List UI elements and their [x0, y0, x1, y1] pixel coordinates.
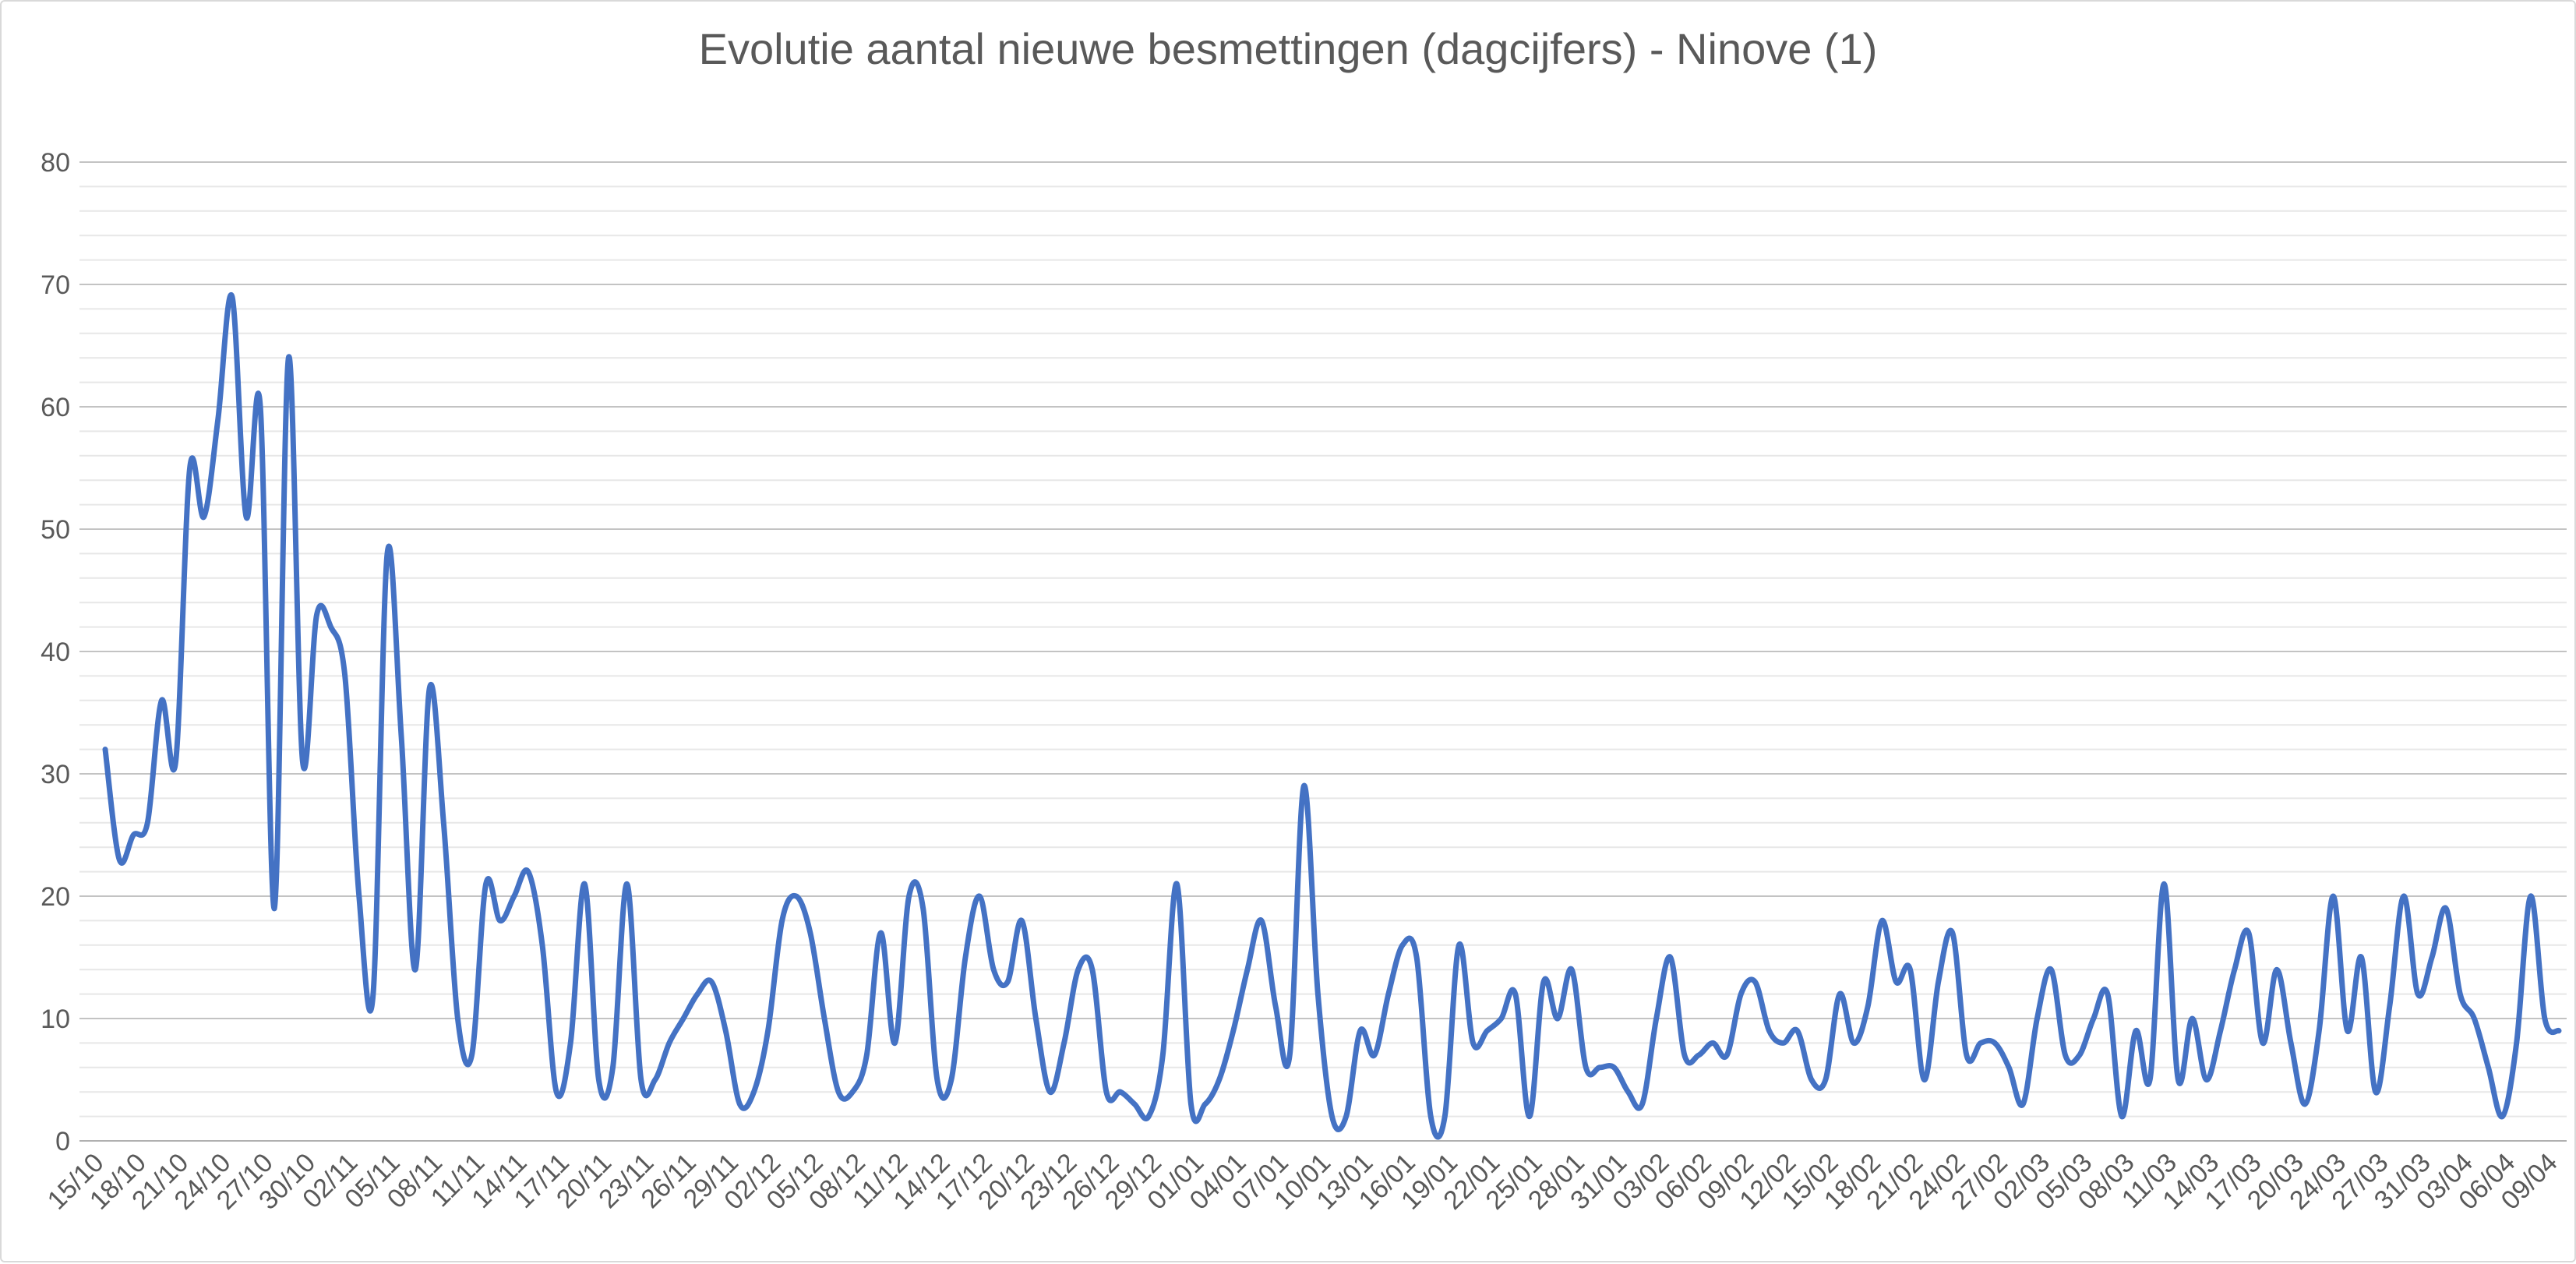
y-tick-label: 0 [55, 1127, 70, 1156]
y-tick-label: 10 [41, 1004, 70, 1034]
y-axis-labels: 0 10 20 30 40 50 60 70 80 [41, 148, 70, 1156]
y-tick-label: 30 [41, 760, 70, 789]
y-tick-label: 80 [41, 148, 70, 178]
y-tick-label: 60 [41, 393, 70, 422]
y-tick-label: 70 [41, 270, 70, 300]
y-tick-label: 50 [41, 515, 70, 545]
y-tick-label: 20 [41, 882, 70, 912]
chart-title: Evolutie aantal nieuwe besmettingen (dag… [698, 24, 1878, 73]
gridlines [79, 161, 2567, 1142]
y-tick-label: 40 [41, 637, 70, 667]
x-axis-labels: 15/1018/1021/1024/1027/1030/1002/1105/11… [42, 1148, 2564, 1216]
infections-series-line [102, 291, 2562, 1140]
